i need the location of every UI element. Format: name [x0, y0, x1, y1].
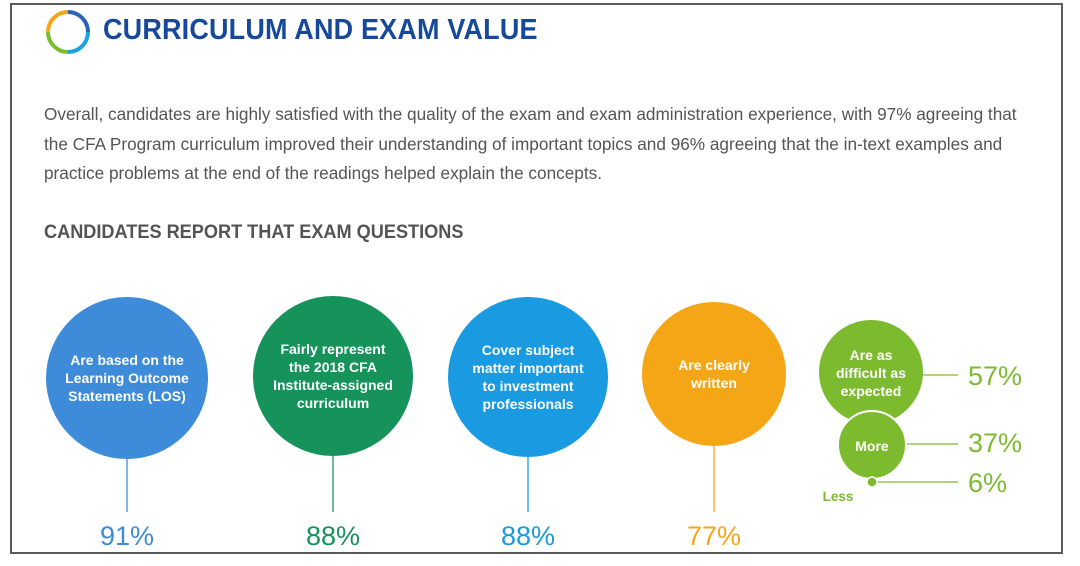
stat-circle [448, 297, 608, 457]
difficulty-expected-label: expected [841, 383, 902, 399]
stat-label-line: Learning Outcome [65, 370, 189, 386]
stat-circle [642, 302, 786, 446]
stat-percent: 91% [100, 521, 154, 551]
difficulty-less-dot [866, 476, 878, 488]
stat-label-line: Are clearly [678, 357, 750, 373]
section-heading: CANDIDATES REPORT THAT EXAM QUESTIONS [44, 221, 464, 243]
difficulty-more-label: More [855, 438, 889, 454]
stat-label-line: Fairly represent [280, 341, 385, 357]
difficulty-less: Less 6% [823, 468, 1007, 504]
stat-item: Are clearly written 77% [642, 302, 786, 551]
difficulty-expected-label: Are as [850, 347, 893, 363]
difficulty-expected-percent: 57% [968, 361, 1022, 391]
stat-item: Cover subject matter important to investme… [448, 297, 608, 551]
stat-item: Are based on the Learning Outcome Statemen… [46, 297, 208, 551]
stat-label-line: Institute-assigned [273, 377, 393, 393]
stat-label-line: Cover subject [482, 342, 575, 358]
difficulty-expected-circle [819, 320, 923, 424]
stat-item: Fairly represent the 2018 CFA Institute-as… [253, 296, 413, 551]
stat-circle [253, 296, 413, 456]
intro-paragraph: Overall, candidates are highly satisfied… [44, 104, 1017, 183]
stat-label-line: curriculum [297, 395, 369, 411]
difficulty-expected: Are as difficult as expected 57% [819, 320, 1022, 424]
stat-label-line: matter important [472, 360, 584, 376]
difficulty-more-percent: 37% [968, 428, 1022, 458]
difficulty-less-percent: 6% [968, 468, 1007, 498]
stat-percent: 88% [306, 521, 360, 551]
stat-label-line: written [690, 375, 737, 391]
stat-label-line: to investment [482, 378, 573, 394]
difficulty-expected-label: difficult as [836, 365, 906, 381]
stat-label-line: Are based on the [70, 352, 184, 368]
difficulty-less-label: Less [823, 489, 854, 504]
stat-label-line: the 2018 CFA [289, 359, 377, 375]
stat-percent: 77% [687, 521, 741, 551]
stat-label-line: professionals [482, 396, 573, 412]
page-title: CURRICULUM AND EXAM VALUE [103, 14, 538, 46]
ring-logo-icon [46, 10, 90, 54]
stat-circle [46, 297, 208, 459]
stat-percent: 88% [501, 521, 555, 551]
stat-label-line: Statements (LOS) [68, 388, 185, 404]
